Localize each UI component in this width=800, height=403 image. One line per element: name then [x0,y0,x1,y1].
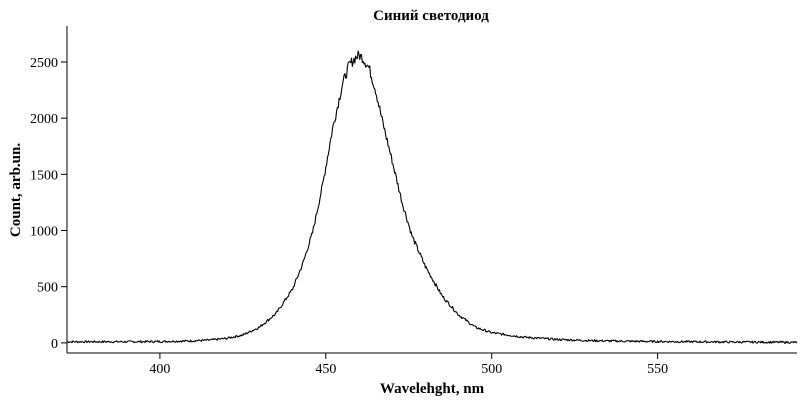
y-tick-label: 1500 [30,168,58,183]
y-tick-label: 2500 [30,56,58,71]
chart-title: Синий светодиод [373,8,489,24]
y-axis-label: Count, arb.un. [8,143,24,237]
plot-area: 400 450 500 550 0 500 1000 1500 2000 2500 [30,26,798,377]
x-tick-label: 500 [481,362,502,377]
y-tick-label: 2000 [30,112,58,127]
x-axis-label: Wavelehght, nm [380,381,485,397]
y-tick-label: 500 [37,281,58,296]
y-tick-label: 0 [51,337,58,352]
x-tick-label: 550 [647,362,668,377]
y-ticks: 0 500 1000 1500 2000 2500 [30,56,67,352]
series-line [66,50,798,344]
x-tick-label: 400 [149,362,170,377]
x-tick-label: 450 [315,362,336,377]
y-tick-label: 1000 [30,225,58,240]
x-ticks: 400 450 500 550 [149,353,668,377]
